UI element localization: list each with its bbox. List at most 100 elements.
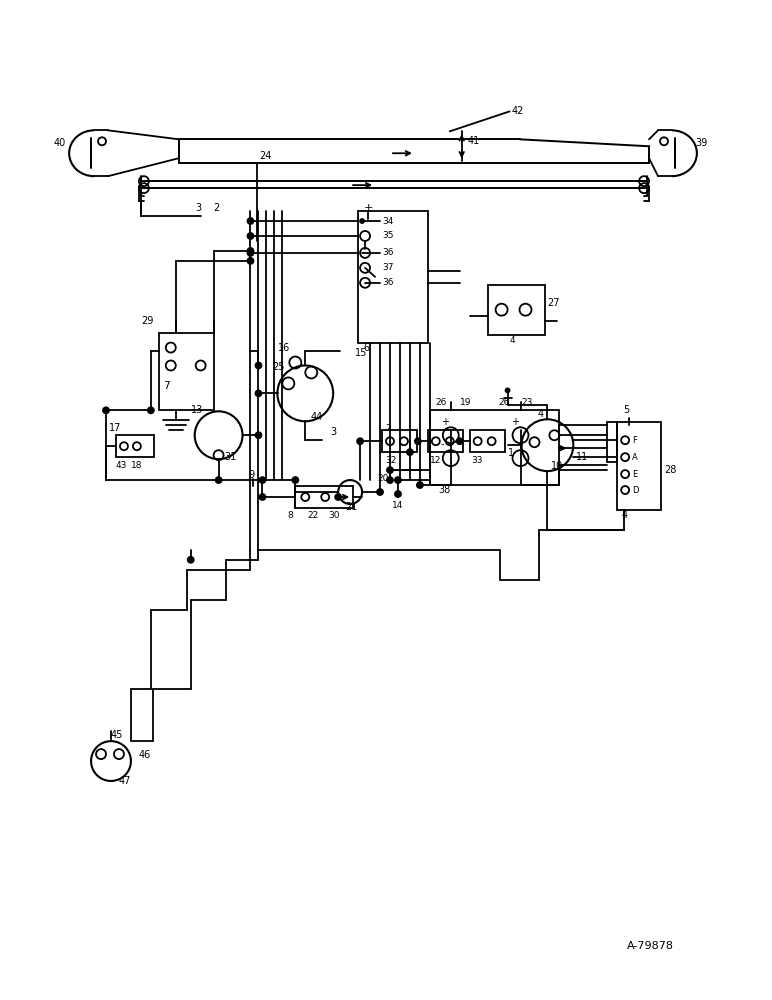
Circle shape [415, 438, 421, 444]
Circle shape [256, 390, 262, 396]
Text: 46: 46 [139, 750, 151, 760]
Bar [159, 333, 214, 410]
Text: 21: 21 [345, 502, 357, 512]
Text: 26: 26 [499, 398, 510, 407]
Text: 26: 26 [436, 398, 447, 407]
Text: 47: 47 [119, 776, 131, 786]
Bar [430, 410, 560, 485]
Text: 35: 35 [382, 231, 394, 240]
Circle shape [103, 407, 109, 413]
Circle shape [248, 250, 253, 256]
Text: 12: 12 [430, 456, 442, 465]
Text: +: + [510, 417, 519, 427]
Circle shape [506, 388, 510, 392]
Bar [382, 430, 417, 452]
Circle shape [259, 477, 266, 483]
Text: 15: 15 [355, 348, 367, 358]
Text: 30: 30 [328, 511, 340, 520]
Text: 29: 29 [141, 316, 154, 326]
Text: 39: 39 [695, 138, 707, 148]
Text: 17: 17 [109, 423, 121, 433]
Text: 41: 41 [468, 136, 480, 146]
Text: -: - [510, 439, 514, 449]
Circle shape [387, 467, 393, 473]
Bar [296, 486, 353, 508]
Text: 11: 11 [577, 452, 588, 462]
Circle shape [417, 482, 423, 488]
Text: 24: 24 [259, 151, 272, 161]
Text: 34: 34 [382, 217, 394, 226]
Circle shape [215, 477, 222, 483]
Bar [358, 211, 428, 343]
Text: 38: 38 [438, 485, 450, 495]
Text: 3: 3 [330, 427, 337, 437]
Text: 10: 10 [551, 461, 564, 471]
Text: 19: 19 [460, 398, 471, 407]
Text: 20: 20 [377, 474, 388, 483]
Text: 2: 2 [214, 203, 220, 213]
Text: 7: 7 [163, 381, 169, 391]
Bar [116, 435, 154, 457]
Text: 5: 5 [623, 405, 629, 415]
Circle shape [377, 489, 383, 495]
Text: 4: 4 [537, 409, 543, 419]
Circle shape [457, 438, 462, 444]
Text: 9: 9 [249, 470, 255, 480]
Circle shape [256, 362, 262, 368]
Bar [617, 422, 661, 510]
Text: 4: 4 [621, 510, 628, 520]
Text: 6: 6 [363, 343, 369, 353]
Text: 36: 36 [382, 248, 394, 257]
Text: -: - [441, 439, 445, 449]
Text: 42: 42 [512, 106, 524, 116]
Circle shape [256, 432, 262, 438]
Circle shape [407, 449, 413, 455]
Circle shape [395, 491, 401, 497]
Text: 40: 40 [53, 138, 66, 148]
Circle shape [148, 407, 154, 413]
Circle shape [248, 258, 253, 264]
Text: +: + [441, 417, 449, 427]
Text: 43: 43 [116, 461, 127, 470]
Text: 4: 4 [510, 336, 515, 345]
Text: 14: 14 [392, 501, 403, 510]
Text: 27: 27 [547, 298, 560, 308]
Text: 28: 28 [664, 465, 676, 475]
Text: 33: 33 [472, 456, 483, 465]
Circle shape [293, 477, 298, 483]
Text: 37: 37 [382, 263, 394, 272]
Text: 8: 8 [287, 511, 293, 520]
Text: 23: 23 [522, 398, 533, 407]
Circle shape [395, 477, 401, 483]
Text: 2: 2 [385, 424, 391, 433]
Circle shape [357, 438, 363, 444]
Text: A: A [632, 453, 638, 462]
Text: 16: 16 [279, 343, 290, 353]
Text: 44: 44 [310, 412, 323, 422]
Circle shape [335, 494, 341, 500]
Text: A-79878: A-79878 [627, 941, 674, 951]
Bar [488, 285, 546, 335]
Circle shape [248, 218, 253, 224]
Circle shape [259, 494, 266, 500]
Text: F: F [632, 436, 637, 445]
Text: 1: 1 [507, 448, 513, 458]
Text: 25: 25 [273, 362, 285, 372]
Text: E: E [632, 470, 638, 479]
Text: 3: 3 [195, 203, 201, 213]
Text: 36: 36 [382, 278, 394, 287]
Text: 13: 13 [191, 405, 203, 415]
Text: 31: 31 [225, 452, 237, 462]
Circle shape [188, 557, 194, 563]
Circle shape [248, 233, 253, 239]
Bar [469, 430, 505, 452]
Text: 32: 32 [385, 456, 396, 465]
Bar [608, 422, 617, 462]
Circle shape [387, 477, 393, 483]
Text: 22: 22 [307, 511, 319, 520]
Bar [428, 430, 462, 452]
Text: 45: 45 [111, 730, 124, 740]
Text: D: D [632, 486, 638, 495]
Text: 18: 18 [131, 461, 142, 470]
Circle shape [248, 248, 253, 254]
